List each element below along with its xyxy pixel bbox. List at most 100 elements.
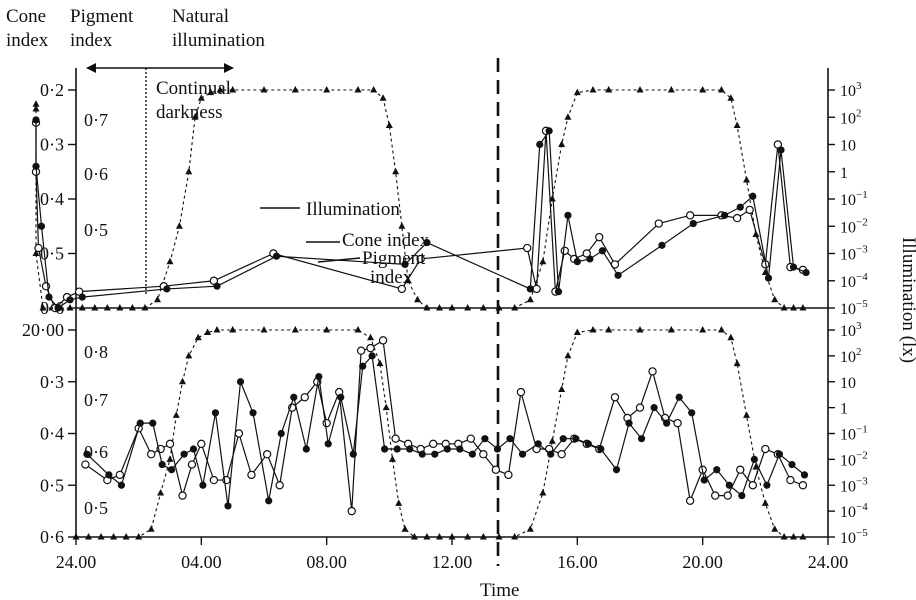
illumination-point	[799, 304, 807, 311]
pigment-index-point	[199, 481, 207, 489]
cone-tick-label: 0·4	[40, 424, 64, 444]
illumination-point	[147, 525, 155, 532]
illumination-point	[589, 86, 597, 93]
illumination-point	[110, 533, 118, 540]
x-tick-label: 24.00	[808, 552, 849, 572]
pigment-index-label-line1: Pigment	[362, 248, 426, 269]
pigment-index-point	[54, 304, 62, 312]
pigment-index-point	[564, 211, 572, 219]
natural-illumination-header-line2: illumination	[172, 30, 265, 51]
cone-header-line1: Cone	[6, 6, 46, 27]
x-tick-label: 20.00	[682, 552, 723, 572]
pigment-index-point	[211, 409, 220, 417]
pigment-index-point	[32, 162, 40, 170]
illumination-point	[194, 333, 202, 341]
pigment-index-point	[536, 140, 544, 149]
pigment-index-point	[800, 471, 809, 479]
illumination-tick-label: 10−3	[840, 475, 868, 495]
pigment-index-point	[32, 116, 40, 124]
illumination-point	[743, 175, 751, 183]
cone-index-point	[491, 465, 501, 474]
illumination-point	[354, 326, 362, 333]
illumination-point	[395, 499, 403, 506]
cone-index-point	[523, 243, 532, 253]
pigment-index-point	[689, 219, 697, 228]
pigment-index-point	[393, 445, 401, 453]
illumination-point	[85, 533, 93, 540]
pigment-index-point	[802, 268, 810, 277]
pigment-index-point	[777, 146, 785, 154]
cone-index-point	[610, 393, 620, 402]
pigment-index-point	[725, 481, 733, 489]
pigment-index-pointer	[317, 257, 361, 263]
illumination-point	[323, 326, 331, 333]
illumination-point	[727, 333, 735, 341]
bottom-panel-frame	[75, 308, 829, 538]
illumination-point	[495, 533, 503, 540]
illumination-point	[354, 86, 362, 93]
illumination-point	[435, 533, 443, 540]
illumination-point	[780, 533, 788, 540]
illumination-point	[97, 533, 105, 540]
illumination-point	[185, 167, 193, 175]
illumination-point	[733, 359, 741, 367]
illumination-point	[103, 304, 111, 311]
illumination-point	[526, 525, 534, 532]
pigment-index-point	[763, 481, 771, 489]
pigment-index-point	[572, 435, 580, 443]
arrow-right-icon	[224, 63, 234, 73]
pigment-index-point	[554, 288, 563, 296]
illumination-tick-label: 1	[840, 401, 848, 418]
illumination-point	[197, 94, 205, 101]
illumination-point	[32, 100, 40, 107]
illumination-tick-exponent: 2	[856, 346, 862, 358]
illumination-point	[464, 533, 472, 540]
pigment-index-point	[277, 429, 285, 438]
illumination-tick-label: 10−2	[840, 216, 868, 236]
pigment-index-point	[45, 293, 53, 301]
cone-tick-label: 0·2	[40, 80, 64, 100]
illumination-series-line	[35, 89, 803, 309]
pigment-index-point	[534, 440, 542, 448]
pigment-index-point	[663, 419, 671, 427]
pigment-index-point	[224, 502, 232, 510]
pigment-index-point	[788, 460, 796, 469]
illumination-tick-exponent: 3	[856, 320, 862, 332]
pigment-index-point	[545, 127, 553, 135]
pigment-index-point	[736, 203, 744, 211]
illumination-point	[636, 326, 644, 333]
pigment-index-point	[324, 440, 332, 448]
pigment-index-point	[614, 271, 622, 279]
cone-index-point	[178, 491, 187, 500]
x-tick-label: 12.00	[432, 552, 473, 572]
pigment-index-point	[612, 466, 621, 474]
pigment-index-point	[249, 409, 257, 417]
illumination-point	[166, 455, 174, 462]
x-tick-label: 16.00	[557, 552, 598, 572]
pigment-index-point	[149, 419, 157, 427]
illumination-point	[771, 295, 779, 303]
pigment-index-point	[359, 362, 367, 370]
pigment-index-point	[559, 435, 567, 443]
pigment-index-point	[158, 460, 166, 469]
illumination-point	[191, 113, 199, 120]
illumination-point	[410, 533, 418, 540]
illumination-tick-exponent: −3	[856, 244, 868, 256]
cone-tick-label: 0·3	[40, 135, 64, 155]
cone-index-point	[685, 211, 695, 220]
pigment-index-point	[721, 211, 729, 219]
illumination-point	[423, 304, 431, 311]
pigment-tick-label: 0·5	[84, 498, 108, 518]
pigment-index-point	[337, 393, 345, 401]
illumination-point	[667, 86, 675, 93]
cone-index-point	[378, 336, 388, 345]
pigment-index-point	[675, 393, 683, 401]
x-axis-title: Time	[480, 580, 519, 600]
pigment-tick-label: 0·5	[84, 220, 108, 240]
cone-index-point	[595, 232, 604, 242]
pigment-index-point	[431, 450, 439, 458]
illumination-point	[771, 525, 779, 532]
pigment-index-label-line2: index	[370, 267, 413, 288]
illumination-point	[213, 326, 221, 333]
cone-index-point	[397, 284, 407, 294]
